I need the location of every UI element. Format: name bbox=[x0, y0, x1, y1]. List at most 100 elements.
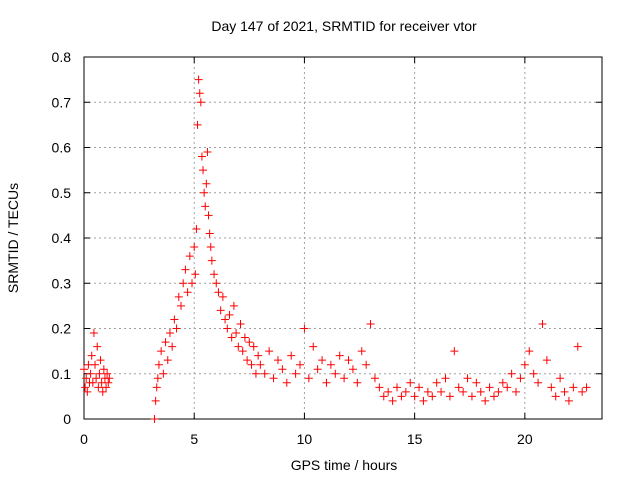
data-point bbox=[265, 347, 274, 356]
data-point bbox=[190, 243, 199, 252]
data-point bbox=[450, 347, 459, 356]
data-point bbox=[494, 387, 503, 396]
data-point bbox=[159, 369, 168, 378]
x-tick-label: 15 bbox=[407, 431, 423, 447]
data-point bbox=[93, 342, 102, 351]
data-point bbox=[103, 369, 112, 378]
data-point bbox=[370, 374, 379, 383]
data-point bbox=[419, 396, 428, 405]
data-point bbox=[163, 356, 172, 365]
data-point bbox=[401, 387, 410, 396]
data-point bbox=[223, 324, 232, 333]
data-point bbox=[199, 166, 208, 175]
x-tick-label: 20 bbox=[517, 431, 533, 447]
data-point bbox=[153, 374, 162, 383]
data-point bbox=[183, 288, 192, 297]
data-point bbox=[489, 392, 498, 401]
data-point bbox=[247, 360, 256, 369]
data-point bbox=[459, 387, 468, 396]
data-point bbox=[214, 288, 223, 297]
data-point bbox=[105, 374, 114, 383]
data-point bbox=[415, 383, 424, 392]
y-tick-label: 0.4 bbox=[52, 230, 72, 246]
data-point bbox=[256, 360, 265, 369]
data-point bbox=[204, 211, 213, 220]
data-point bbox=[507, 369, 516, 378]
chart-title: Day 147 of 2021, SRMTID for receiver vto… bbox=[211, 18, 477, 34]
data-point bbox=[197, 152, 206, 161]
data-point bbox=[206, 243, 215, 252]
data-point bbox=[344, 356, 353, 365]
x-tick-label: 0 bbox=[80, 431, 88, 447]
data-point bbox=[467, 392, 476, 401]
data-point bbox=[300, 324, 309, 333]
data-point bbox=[437, 387, 446, 396]
data-point bbox=[104, 378, 113, 387]
data-point bbox=[498, 378, 507, 387]
data-point bbox=[181, 265, 190, 274]
data-point bbox=[236, 319, 245, 328]
data-point bbox=[170, 315, 179, 324]
data-point bbox=[260, 369, 269, 378]
data-point bbox=[249, 342, 258, 351]
data-point bbox=[534, 378, 543, 387]
data-point bbox=[152, 383, 161, 392]
data-point bbox=[564, 396, 573, 405]
data-point bbox=[384, 387, 393, 396]
data-point bbox=[388, 396, 397, 405]
data-point bbox=[102, 383, 111, 392]
data-point bbox=[91, 360, 100, 369]
data-point bbox=[472, 378, 481, 387]
data-point bbox=[569, 383, 578, 392]
data-point bbox=[89, 329, 98, 338]
data-point bbox=[98, 387, 107, 396]
axis-ticks: 0 0.1 0.2 0.3 0.4 0.5 0.6 0.7 0.8 0 5 10 15 20 bbox=[52, 49, 602, 447]
data-point bbox=[172, 324, 181, 333]
data-point bbox=[216, 306, 225, 315]
data-point bbox=[481, 396, 490, 405]
data-point bbox=[202, 179, 211, 188]
data-point bbox=[547, 383, 556, 392]
data-points bbox=[80, 75, 591, 423]
data-point bbox=[240, 333, 249, 342]
data-point bbox=[238, 347, 247, 356]
data-point bbox=[165, 329, 174, 338]
data-point bbox=[174, 292, 183, 301]
y-tick-label: 0.1 bbox=[52, 366, 72, 382]
data-point bbox=[538, 319, 547, 328]
data-point bbox=[168, 342, 177, 351]
data-point bbox=[269, 374, 278, 383]
data-point bbox=[88, 378, 97, 387]
data-point bbox=[287, 351, 296, 360]
data-point bbox=[179, 279, 188, 288]
data-point bbox=[309, 342, 318, 351]
data-point bbox=[362, 360, 371, 369]
data-point bbox=[94, 383, 103, 392]
data-point bbox=[80, 365, 88, 374]
data-point bbox=[278, 365, 287, 374]
data-point bbox=[423, 387, 432, 396]
data-point bbox=[445, 392, 454, 401]
data-point bbox=[205, 229, 214, 238]
data-point bbox=[366, 319, 375, 328]
y-axis-label: SRMTID / TECUs bbox=[5, 183, 21, 293]
data-point bbox=[516, 374, 525, 383]
data-point bbox=[551, 392, 560, 401]
data-point bbox=[95, 369, 104, 378]
data-point bbox=[195, 89, 204, 98]
data-point bbox=[221, 315, 230, 324]
x-tick-label: 5 bbox=[190, 431, 198, 447]
data-point bbox=[82, 374, 91, 383]
grid bbox=[84, 57, 602, 419]
data-point bbox=[194, 75, 203, 84]
data-point bbox=[192, 224, 201, 233]
data-point bbox=[251, 369, 260, 378]
data-point bbox=[191, 270, 200, 279]
y-tick-label: 0.3 bbox=[52, 275, 72, 291]
data-point bbox=[225, 310, 234, 319]
data-point bbox=[234, 342, 243, 351]
data-point bbox=[200, 188, 209, 197]
data-point bbox=[512, 387, 521, 396]
data-point bbox=[410, 392, 419, 401]
data-point bbox=[454, 383, 463, 392]
